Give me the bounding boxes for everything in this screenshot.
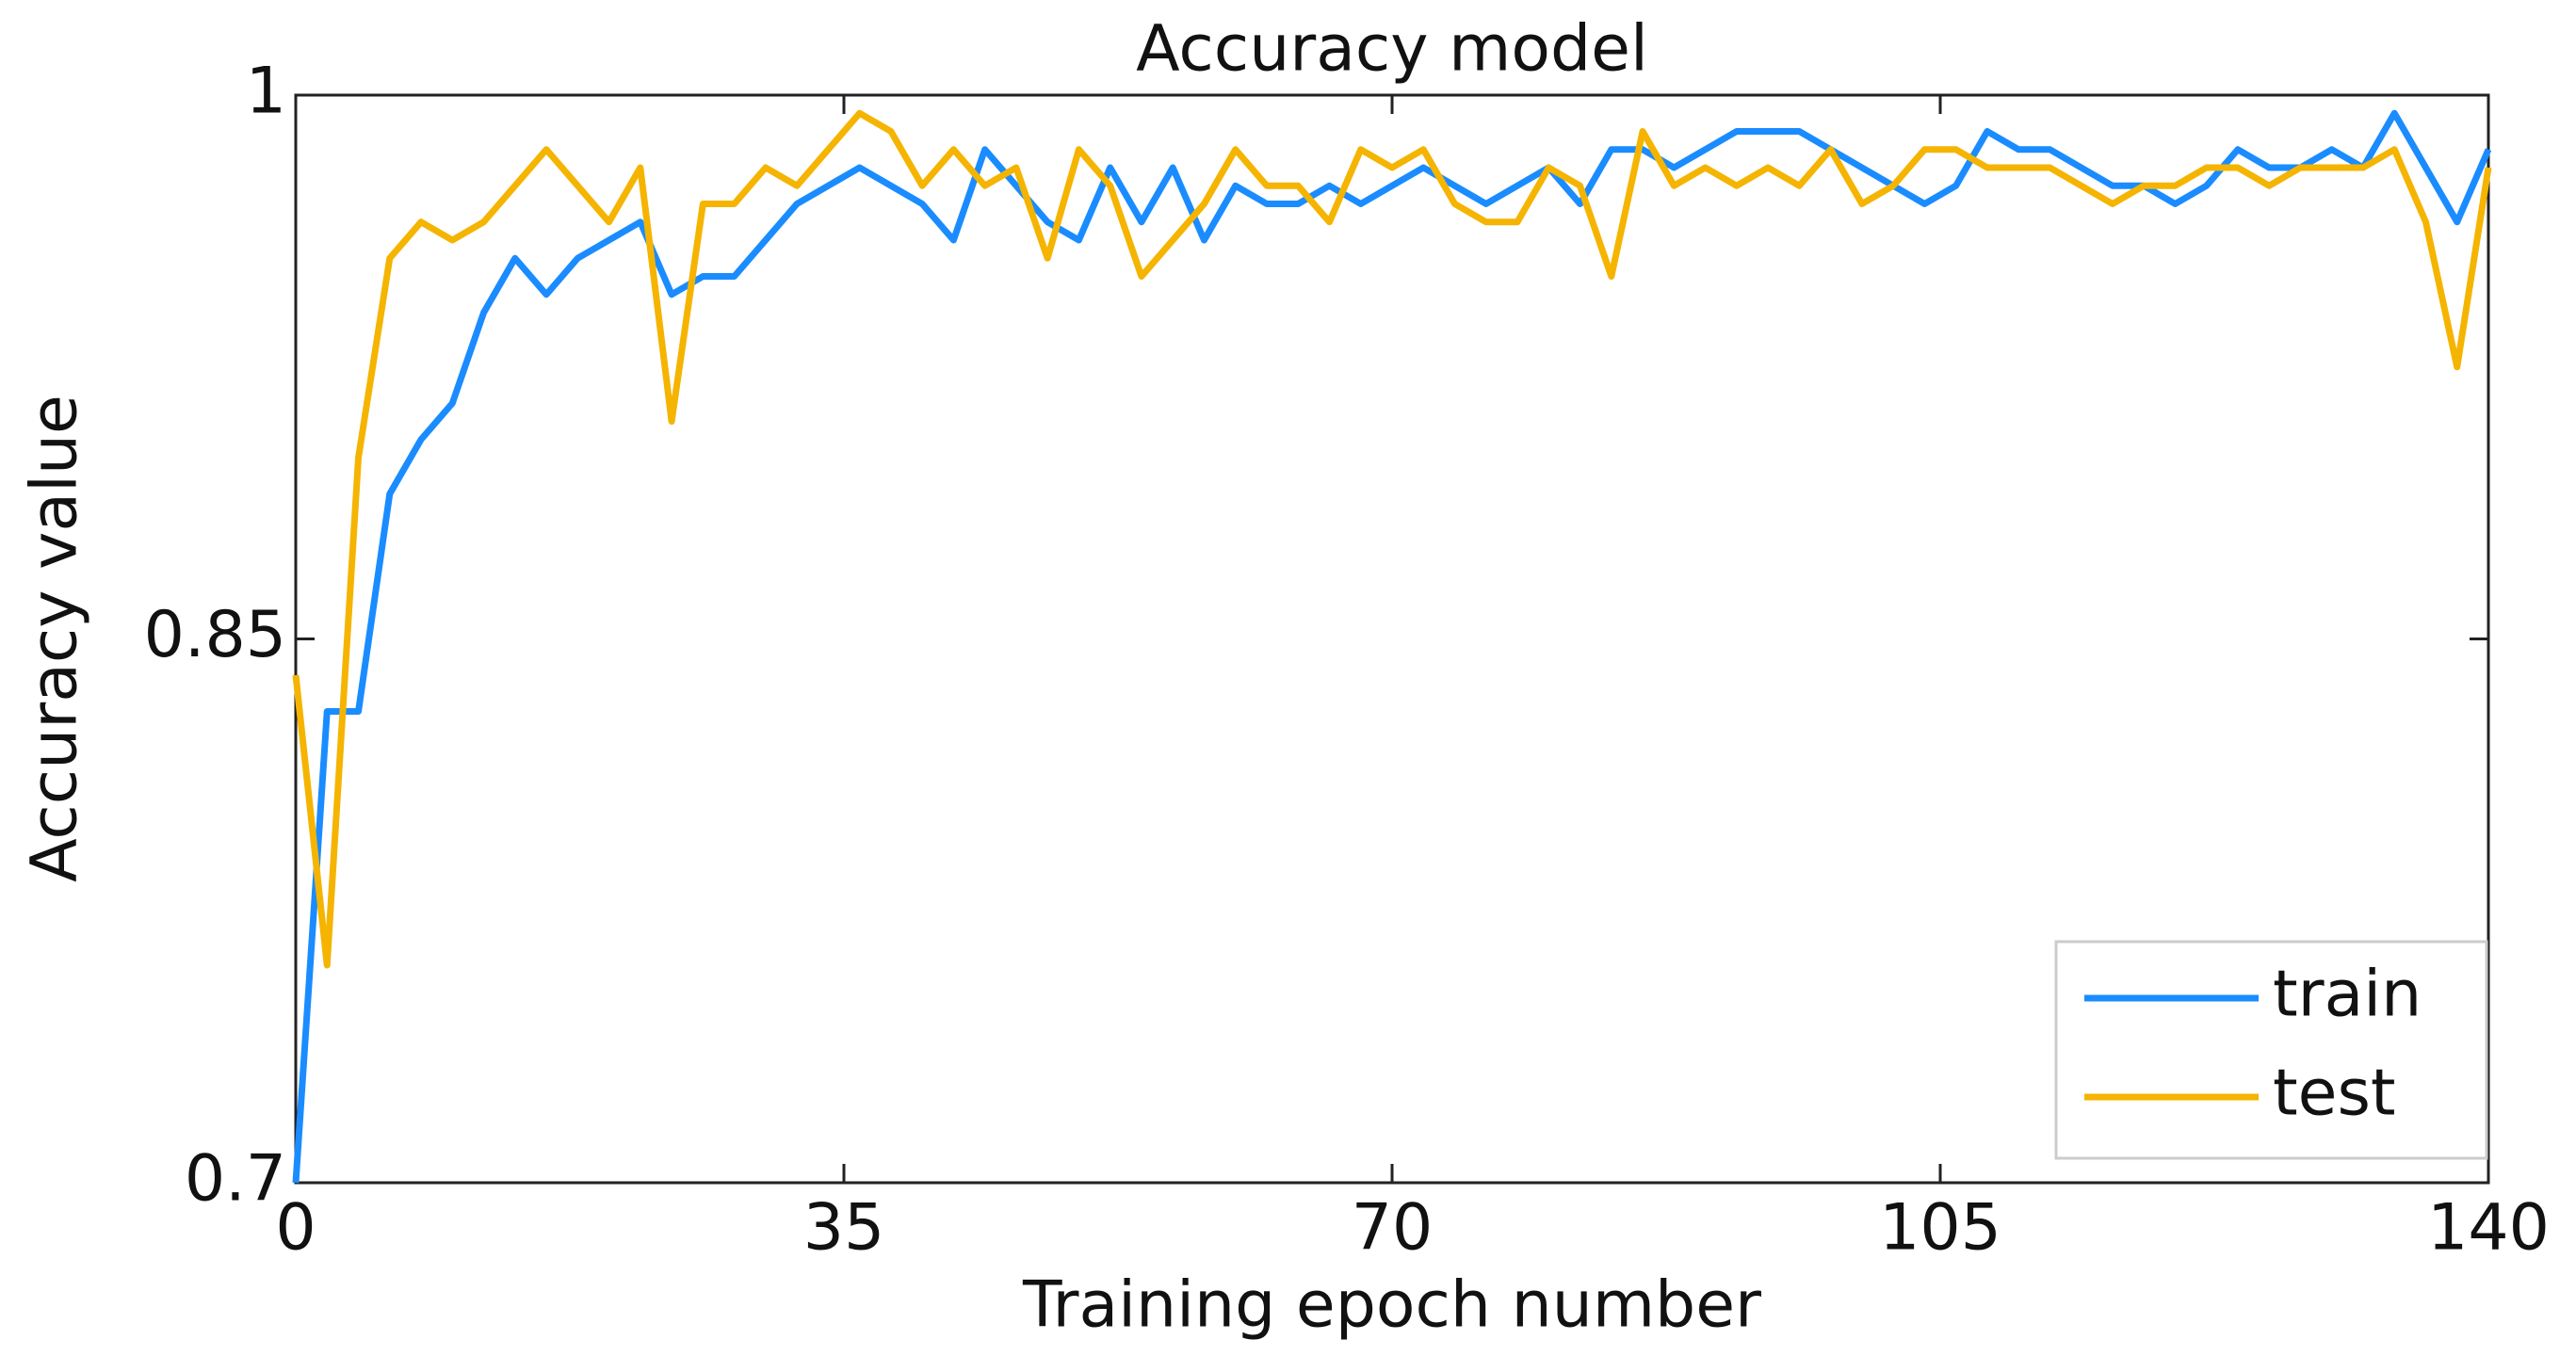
x-tick-label: 35 [803,1191,885,1266]
legend-label: train [2273,958,2422,1032]
y-axis-label: Accuracy value [18,395,92,882]
x-tick-label: 140 [2427,1191,2550,1266]
series-line [292,109,2492,1184]
legend-label: test [2273,1057,2396,1131]
y-tick-label: 0.7 [185,1142,286,1217]
x-tick-label: 0 [275,1191,316,1266]
y-tick-label: 1 [246,55,286,129]
x-axis-label: Training epoch number [1022,1268,1761,1343]
x-tick-label: 105 [1879,1191,2001,1266]
series-line [292,109,2492,969]
x-tick-label: 70 [1352,1191,1434,1266]
y-tick-label: 0.85 [144,598,286,672]
chart-title: Accuracy model [1136,12,1648,87]
legend-box [2054,940,2488,1160]
